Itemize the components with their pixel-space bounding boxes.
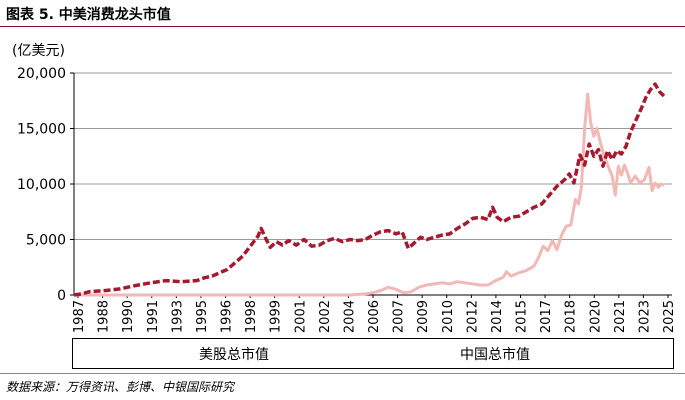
x-tick-label: 2004	[342, 300, 357, 333]
x-tick-label: 2015	[515, 300, 530, 333]
x-tick-label: 1990	[121, 300, 136, 333]
y-tick-label: 10,000	[17, 177, 66, 193]
legend-label-china: 中国总市值	[460, 347, 530, 363]
source-divider	[0, 373, 685, 374]
x-tick-label: 2018	[564, 300, 579, 333]
legend-item-china: 中国总市值	[406, 345, 530, 363]
data-source-note: 数据来源：万得资讯、彭博、中银国际研究	[6, 380, 235, 394]
x-tick-label: 1996	[220, 300, 235, 333]
series-lines	[73, 82, 666, 297]
y-tick-labels: 0 5,000 10,000 15,000 20,000	[17, 66, 66, 304]
x-tick-label: 2023	[637, 300, 652, 333]
legend-item-us: 美股总市值	[145, 345, 269, 363]
y-tick-label: 0	[57, 288, 66, 304]
y-tick-label: 20,000	[17, 66, 66, 82]
y-tick-label: 15,000	[17, 122, 66, 138]
x-tick-label: 1999	[269, 300, 284, 333]
x-tick-label: 2002	[318, 300, 333, 333]
series-line-us	[73, 82, 666, 297]
x-tick-label: 2010	[441, 300, 456, 333]
x-tick-label: 2001	[293, 300, 308, 333]
chart-title: 图表 5. 中美消费龙头市值	[6, 7, 171, 23]
x-tick-label: 2012	[465, 300, 480, 333]
title-divider	[0, 26, 685, 27]
x-tick-labels: 1987 1988 1990 1991 1993 1995 1996 1998 1999 2001…	[72, 300, 677, 333]
x-tick-label: 1993	[170, 300, 185, 333]
x-tick-label: 1987	[72, 300, 87, 333]
x-tick-label: 1995	[195, 300, 210, 333]
x-tick-label: 2017	[539, 300, 554, 333]
x-tick-label: 1998	[244, 300, 259, 333]
legend: 美股总市值 中国总市值	[72, 338, 674, 369]
y-tick-label: 5,000	[26, 233, 66, 249]
x-tick-label: 2025	[662, 300, 677, 333]
x-tick-label: 2020	[588, 300, 603, 333]
gridlines	[74, 72, 672, 240]
x-tick-label: 1988	[97, 300, 112, 333]
x-tick-label: 2009	[416, 300, 431, 333]
x-tick-label: 2006	[367, 300, 382, 333]
series-line-china	[74, 92, 665, 297]
x-tick-label: 1991	[146, 300, 161, 333]
y-axis-unit-label: (亿美元)	[12, 43, 65, 59]
x-tick-label: 2007	[392, 300, 407, 333]
x-tick-label: 2014	[490, 300, 505, 333]
legend-label-us: 美股总市值	[199, 347, 269, 363]
x-tick-label: 2021	[613, 300, 628, 333]
